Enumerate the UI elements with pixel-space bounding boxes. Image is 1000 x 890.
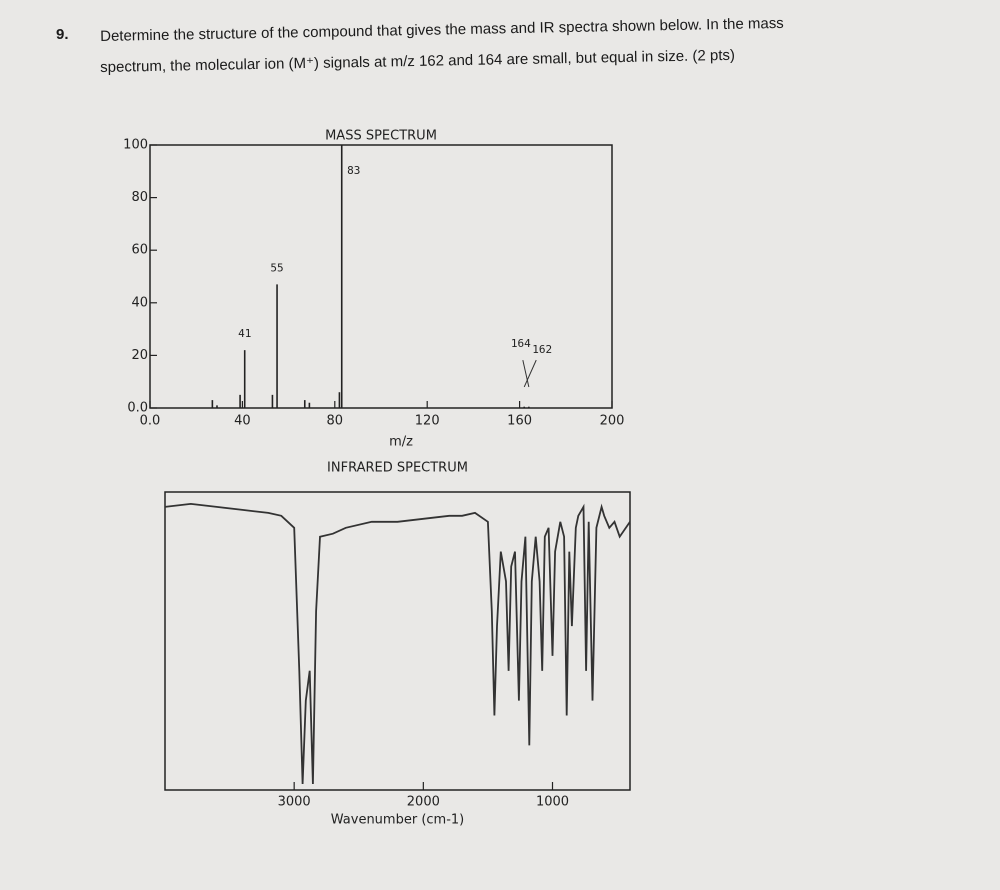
peak-label: 55 (270, 261, 283, 274)
arrow (522, 360, 530, 388)
peak-label: 41 (238, 327, 251, 340)
peak-label: 83 (347, 164, 360, 177)
x-tick-label: 120 (415, 414, 440, 429)
question-number: 9. (56, 26, 69, 43)
chart-title: MASS SPECTRUM (325, 129, 437, 144)
x-axis-label: m/z (389, 435, 413, 450)
y-tick-label: 40 (131, 295, 148, 310)
spectrum-line (164, 502, 631, 785)
x-tick-label: 160 (507, 414, 532, 429)
x-tick-label: 40 (234, 414, 251, 429)
x-tick-label: 200 (600, 414, 625, 429)
peak-label: 164 (511, 337, 531, 350)
y-tick-label: 80 (131, 190, 148, 205)
y-tick-label: 60 (131, 243, 148, 258)
x-tick-label: 1000 (536, 795, 569, 810)
chart-title: INFRARED SPECTRUM (327, 461, 468, 476)
x-tick-label: 0.0 (140, 414, 161, 429)
plot-frame (149, 144, 613, 409)
x-tick-label: 80 (327, 414, 344, 429)
peak-label: 162 (532, 343, 552, 356)
x-tick-label: 3000 (278, 795, 311, 810)
y-tick-label: 100 (123, 138, 148, 153)
x-tick-label: 2000 (407, 795, 440, 810)
y-tick-label: 0.0 (127, 401, 148, 416)
plot-frame (164, 491, 631, 791)
x-axis-label: Wavenumber (cm-1) (331, 813, 464, 828)
arrow (523, 359, 537, 388)
y-tick-label: 20 (131, 348, 148, 363)
